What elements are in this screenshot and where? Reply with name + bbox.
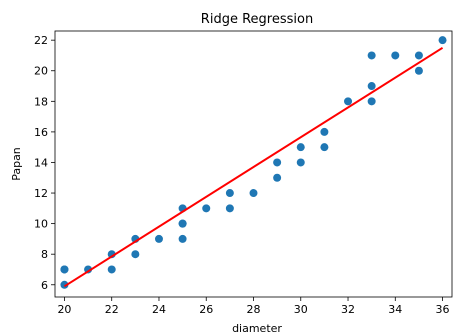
data-point xyxy=(296,143,305,152)
data-point xyxy=(367,51,376,60)
data-point xyxy=(391,51,400,60)
data-point xyxy=(414,66,423,75)
data-point xyxy=(60,280,69,289)
y-tick-label: 22 xyxy=(34,34,48,47)
data-point xyxy=(249,189,258,198)
y-tick-label: 10 xyxy=(34,218,48,231)
data-point xyxy=(131,250,140,259)
data-point xyxy=(273,158,282,167)
x-tick-label: 24 xyxy=(152,303,166,316)
x-tick-label: 36 xyxy=(436,303,450,316)
data-point xyxy=(414,51,423,60)
data-point xyxy=(367,97,376,106)
data-point xyxy=(320,143,329,152)
regression-line xyxy=(63,46,444,288)
data-point xyxy=(178,219,187,228)
x-tick-label: 28 xyxy=(247,303,261,316)
data-point xyxy=(107,265,116,274)
data-point xyxy=(60,265,69,274)
x-tick-label: 34 xyxy=(388,303,402,316)
x-tick-label: 26 xyxy=(199,303,213,316)
data-point xyxy=(225,204,234,213)
y-tick-label: 18 xyxy=(34,95,48,108)
data-point xyxy=(320,127,329,136)
data-point xyxy=(296,158,305,167)
ticks-layer: 20 22 24 26 28 30 32 34 36 6 8 10 12 14 16 18 20 22 xyxy=(34,34,450,316)
line-layer xyxy=(63,46,444,288)
data-point xyxy=(202,204,211,213)
data-point xyxy=(225,189,234,198)
y-tick-label: 14 xyxy=(34,156,48,169)
y-tick-label: 6 xyxy=(41,279,48,292)
x-tick-label: 22 xyxy=(105,303,119,316)
y-tick-label: 20 xyxy=(34,65,48,78)
y-tick-label: 12 xyxy=(34,187,48,200)
points-layer xyxy=(60,36,447,289)
y-tick-label: 16 xyxy=(34,126,48,139)
y-axis-label: Papan xyxy=(10,147,23,181)
chart-title: Ridge Regression xyxy=(201,12,313,27)
data-point xyxy=(154,234,163,243)
data-point xyxy=(273,173,282,182)
x-tick-label: 32 xyxy=(341,303,355,316)
x-tick-label: 20 xyxy=(57,303,71,316)
data-point xyxy=(438,36,447,45)
x-axis-label: diameter xyxy=(232,322,282,335)
data-point xyxy=(367,82,376,91)
data-point xyxy=(178,234,187,243)
x-tick-label: 30 xyxy=(294,303,308,316)
plot-frame xyxy=(54,30,453,298)
y-tick-label: 8 xyxy=(41,248,48,261)
data-point xyxy=(344,97,353,106)
